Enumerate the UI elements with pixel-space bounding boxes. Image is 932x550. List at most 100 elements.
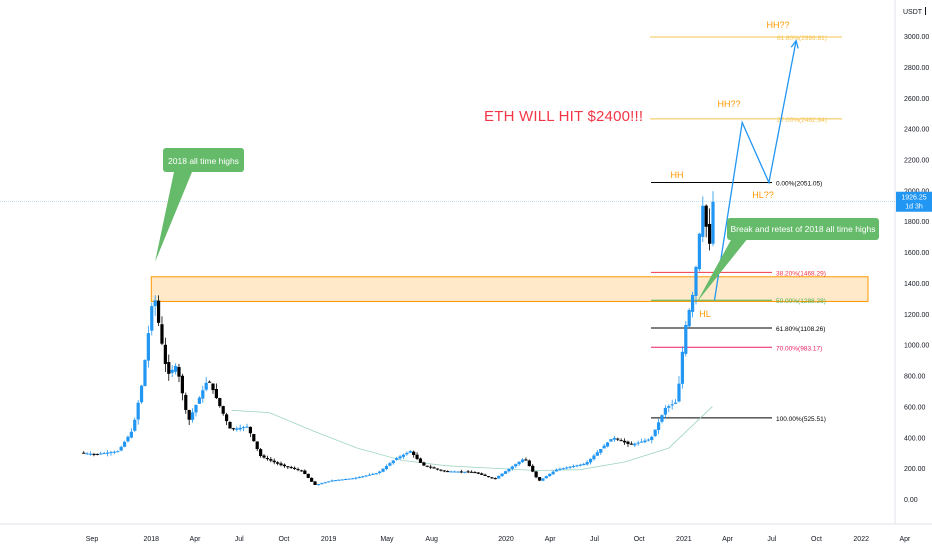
candle-down	[262, 455, 266, 458]
candle-down	[310, 477, 314, 482]
candle-down	[459, 471, 463, 473]
candle-up	[197, 397, 201, 404]
candle-down	[527, 460, 531, 467]
candle-down	[629, 443, 633, 445]
candle-down	[293, 467, 297, 470]
candle-down	[299, 470, 304, 472]
callout-pointer	[697, 238, 748, 302]
candle-up	[582, 463, 586, 466]
time-tick-label: Sep	[86, 536, 99, 543]
candle-down	[211, 383, 215, 391]
candle-up	[401, 454, 406, 457]
candle-down	[442, 470, 446, 472]
candle-down	[82, 452, 86, 454]
candle-down	[306, 473, 310, 478]
candle-down	[221, 406, 225, 414]
candle-up	[690, 294, 695, 312]
callout-box	[727, 218, 879, 240]
candle-up	[599, 448, 603, 453]
candle-up	[408, 451, 412, 453]
candle-up	[88, 453, 93, 455]
candle-down	[707, 223, 712, 244]
candle-up	[139, 385, 144, 403]
time-tick-label: 2019	[321, 536, 337, 543]
candle-up	[190, 412, 195, 420]
settings-dropdown-icon[interactable]	[925, 7, 926, 15]
candle-up	[327, 481, 331, 483]
candle-up	[153, 300, 157, 307]
candle-up	[381, 468, 385, 472]
candle-up	[497, 475, 501, 479]
candle-down	[214, 388, 218, 399]
candle-up	[449, 471, 453, 473]
candle-up	[367, 474, 372, 476]
candle-down	[231, 428, 236, 430]
candle-down	[289, 467, 293, 469]
candle-up	[510, 466, 514, 469]
candle-up	[129, 431, 133, 438]
candle-down	[493, 478, 497, 480]
candle-down	[255, 441, 259, 450]
fib-level-label: 0.00%(2051.05)	[776, 180, 822, 187]
candle-up	[235, 428, 239, 430]
candle-up	[357, 476, 361, 479]
candle-up	[656, 422, 661, 430]
candle-up	[102, 453, 106, 455]
price-tick-label: 0.00	[904, 497, 918, 504]
candle-down	[187, 410, 191, 420]
candle-down	[469, 471, 474, 473]
candle-up	[609, 439, 613, 442]
candle-up	[585, 462, 589, 465]
callout-box	[163, 148, 244, 172]
candle-down	[252, 434, 256, 442]
last-price-badge: 1926.25 1d 3h	[896, 191, 932, 212]
candle-up	[204, 382, 208, 390]
candle-up	[463, 471, 467, 473]
candle-up	[109, 452, 113, 454]
candle-down	[435, 468, 440, 470]
candle-up	[517, 461, 521, 465]
price-tick-label: 400.00	[904, 435, 926, 442]
candle-up	[173, 365, 178, 372]
label-hl: HL	[699, 309, 711, 319]
projection-arrowhead	[790, 39, 799, 49]
candle-down	[704, 205, 708, 227]
currency-selector[interactable]: USDT	[903, 7, 926, 16]
candle-up	[105, 452, 110, 454]
candle-up	[677, 383, 681, 402]
fib-level-label: 38.20%(1468.29)	[776, 270, 826, 277]
candle-up	[170, 369, 174, 373]
price-tick-label: 1800.00	[904, 219, 929, 226]
time-tick-label: Apr	[722, 536, 734, 543]
candle-up	[548, 473, 552, 477]
candle-down	[248, 426, 253, 434]
time-tick-label: Apr	[545, 536, 557, 543]
candle-down	[265, 458, 270, 460]
candle-up	[500, 473, 504, 477]
candle-down	[412, 451, 416, 456]
moving-average-line	[231, 406, 713, 471]
time-tick-label: Jul	[590, 536, 599, 543]
price-badge-countdown: 1d 3h	[905, 204, 923, 211]
candle-down	[303, 470, 307, 475]
candle-down	[167, 362, 171, 374]
candle-up	[391, 460, 395, 464]
candle-down	[616, 438, 620, 440]
candle-up	[568, 466, 572, 468]
candle-down	[228, 421, 232, 429]
candle-up	[694, 266, 698, 296]
projection-path	[713, 39, 799, 301]
candle-up	[673, 402, 678, 404]
candle-up	[85, 453, 89, 455]
candle-up	[514, 464, 518, 467]
candle-up	[503, 471, 508, 474]
time-tick-label: 2021	[676, 536, 692, 543]
candle-down	[218, 398, 222, 407]
currency-label: USDT	[903, 9, 923, 16]
candle-up	[371, 473, 375, 475]
candle-down	[626, 441, 630, 444]
time-tick-label: Aug	[425, 536, 438, 543]
time-tick-label: 2022	[853, 536, 869, 543]
